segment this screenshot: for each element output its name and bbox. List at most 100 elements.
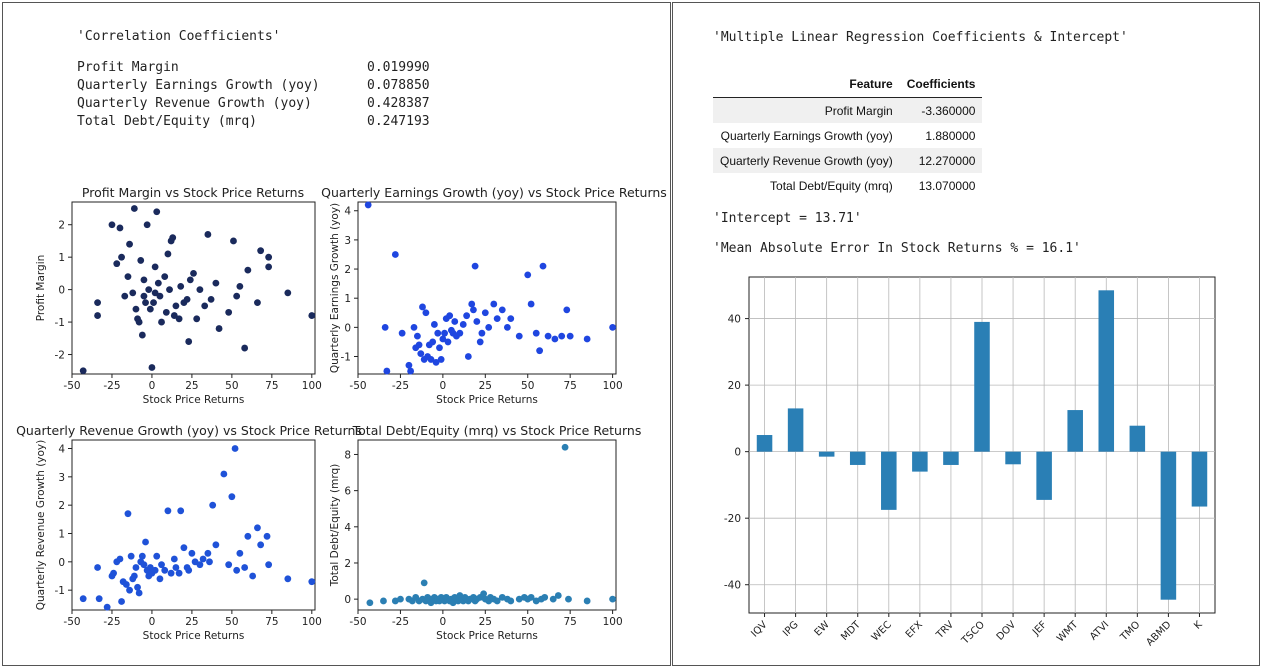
data-point: [162, 308, 170, 316]
data-point: [441, 329, 448, 337]
bar: [756, 435, 773, 452]
data-point: [94, 564, 101, 571]
data-point: [364, 201, 372, 209]
data-point: [308, 578, 316, 586]
y-tick-label: 8: [344, 449, 351, 461]
data-point: [265, 253, 273, 261]
x-tick-label: 25: [185, 616, 198, 628]
y-tick-label: 3: [58, 472, 65, 484]
x-tick-label: 100: [603, 380, 623, 392]
table-row: Quarterly Revenue Growth (yoy) 12.270000: [713, 148, 983, 173]
x-tick-label: TSCO: [959, 619, 987, 647]
bar: [881, 451, 897, 510]
x-tick-label: 100: [603, 616, 623, 628]
header-feature: Feature: [713, 73, 900, 98]
y-tick-label: 2: [344, 264, 351, 276]
data-point: [432, 358, 440, 366]
data-point: [544, 332, 552, 340]
y-tick-label: -2: [55, 350, 65, 362]
data-point: [95, 595, 103, 603]
data-point: [419, 303, 426, 311]
x-axis-label: Stock Price Returns: [436, 394, 538, 406]
plot-frame: [357, 201, 617, 375]
coef-cell: 1.880000: [925, 128, 976, 143]
bar: [787, 408, 804, 452]
data-point: [549, 595, 557, 603]
data-point: [434, 329, 442, 337]
coef-cell: 13.070000: [918, 178, 976, 193]
data-point: [464, 353, 472, 360]
x-tick-label: 25: [185, 380, 198, 392]
x-tick-label: WEC: [870, 619, 894, 643]
data-point: [410, 323, 418, 331]
plot-frame: [357, 439, 617, 611]
x-tick-label: ATVI: [1088, 619, 1111, 642]
y-axis-label: Quarterly Earnings Growth (yoy): [329, 203, 341, 373]
data-point: [122, 581, 130, 588]
bar: [1005, 451, 1021, 465]
data-point: [185, 566, 193, 574]
correlation-label: Total Debt/Equity (mrq): [77, 114, 258, 129]
bar: [1191, 451, 1208, 507]
data-point: [151, 263, 159, 271]
data-point: [532, 329, 540, 337]
data-point: [527, 593, 535, 601]
x-tick-label: 50: [225, 616, 238, 628]
x-tick-label: 0: [149, 616, 156, 628]
x-tick-label: EFX: [904, 619, 925, 640]
data-point: [170, 555, 178, 563]
data-point: [244, 532, 252, 540]
bar-plot: -40 -20 0 20 40 IQV IPG EW MDT WEC EFX TRV TSCO DOV JE…: [724, 276, 1216, 648]
y-tick-label: 2: [344, 558, 351, 570]
data-point: [129, 289, 137, 297]
plot-title: Profit Margin vs Stock Price Returns: [82, 185, 304, 200]
data-point: [233, 292, 241, 300]
data-point: [196, 561, 204, 569]
data-point: [164, 250, 172, 258]
correlation-value: 0.247193: [367, 114, 430, 129]
data-point: [201, 302, 209, 310]
data-point: [170, 312, 178, 319]
y-tick-label: 20: [728, 380, 741, 392]
data-point: [230, 237, 237, 245]
y-tick-label: 3: [344, 235, 351, 247]
bar-chart: -40 -20 0 20 40 IQV IPG EW MDT WEC EFX TRV TSCO DOV JE…: [724, 276, 1216, 648]
data-point: [137, 257, 145, 264]
x-tick-label: ABMD: [1145, 619, 1174, 648]
x-axis-label: Stock Price Returns: [436, 630, 538, 642]
y-tick-label: 1: [58, 529, 65, 541]
data-point: [130, 205, 138, 212]
y-tick-label: 0: [58, 285, 65, 297]
x-tick-label: TRV: [934, 619, 956, 641]
data-point: [79, 367, 87, 375]
header-coefficients: Coefficients: [899, 73, 983, 98]
data-point: [146, 305, 154, 313]
correlation-label: Quarterly Revenue Growth (yoy): [77, 96, 312, 111]
data-point: [124, 510, 132, 518]
correlation-row: Quarterly Revenue Growth (yoy) 0.428387: [77, 96, 430, 114]
data-point: [485, 323, 493, 331]
data-point: [436, 344, 443, 352]
x-tick-label: IQV: [749, 619, 769, 639]
y-tick-label: 0: [734, 447, 741, 459]
data-point: [541, 593, 549, 601]
x-tick-label: 75: [563, 616, 576, 628]
feature-cell: Quarterly Revenue Growth (yoy): [713, 148, 900, 173]
data-point: [241, 564, 249, 571]
data-point: [142, 538, 149, 546]
data-point: [148, 364, 156, 371]
regression-title: 'Multiple Linear Regression Coefficients…: [713, 30, 1128, 45]
data-point: [415, 341, 423, 349]
y-axis-label: Quarterly Revenue Growth (yoy): [35, 440, 47, 611]
data-point: [308, 312, 316, 319]
data-point: [381, 323, 389, 331]
bar: [849, 451, 866, 465]
x-tick-label: -25: [103, 380, 120, 392]
data-point: [158, 561, 165, 569]
x-tick-label: K: [1192, 619, 1205, 632]
data-point: [430, 321, 438, 328]
data-point: [212, 279, 220, 287]
